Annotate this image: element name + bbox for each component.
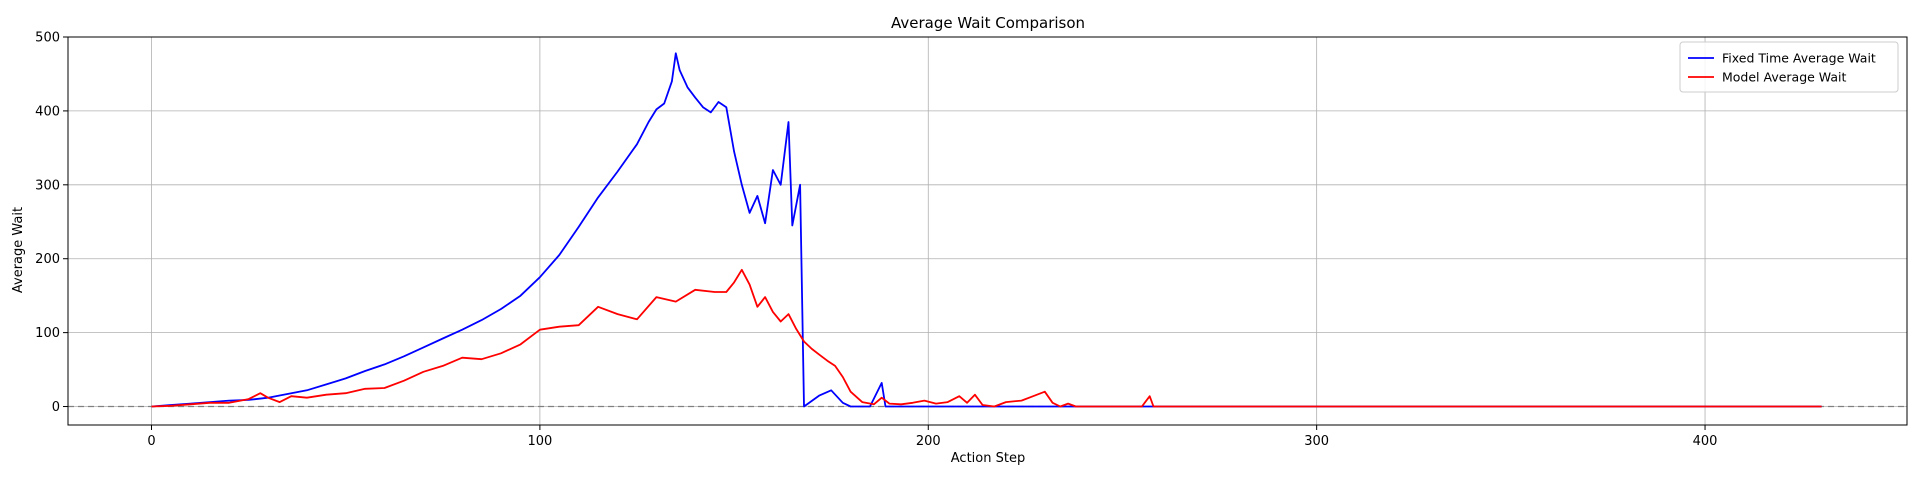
x-tick-label: 0: [147, 434, 155, 449]
chart-title: Average Wait Comparison: [891, 14, 1085, 32]
axes: 0 100 200 300 400 0 100 200 300 400 500: [35, 31, 1908, 449]
y-tick-label: 0: [52, 400, 60, 415]
y-tick-label: 500: [35, 31, 60, 46]
series-line-fixed-time: [151, 52, 1822, 408]
series-line-model: [151, 268, 1822, 408]
x-tick-label: 100: [527, 434, 552, 449]
x-axis-label: Action Step: [951, 451, 1025, 466]
y-tick-label: 100: [35, 326, 60, 341]
y-tick-label: 300: [35, 178, 60, 193]
grid-lines: [68, 36, 1907, 425]
y-axis-label: Average Wait: [11, 207, 26, 293]
y-tick-label: 400: [35, 104, 60, 119]
legend: Fixed Time Average Wait Model Average Wai…: [1679, 41, 1899, 93]
x-tick-label: 400: [1693, 434, 1718, 449]
x-tick-label: 200: [916, 434, 941, 449]
x-tick-label: 300: [1304, 434, 1329, 449]
series-lines: [151, 52, 1822, 408]
legend-box: [1679, 41, 1899, 93]
legend-label-fixed-time: Fixed Time Average Wait: [1722, 51, 1876, 66]
plot-frame: [67, 36, 1908, 426]
y-tick-label: 200: [35, 252, 60, 267]
legend-label-model: Model Average Wait: [1722, 70, 1847, 85]
